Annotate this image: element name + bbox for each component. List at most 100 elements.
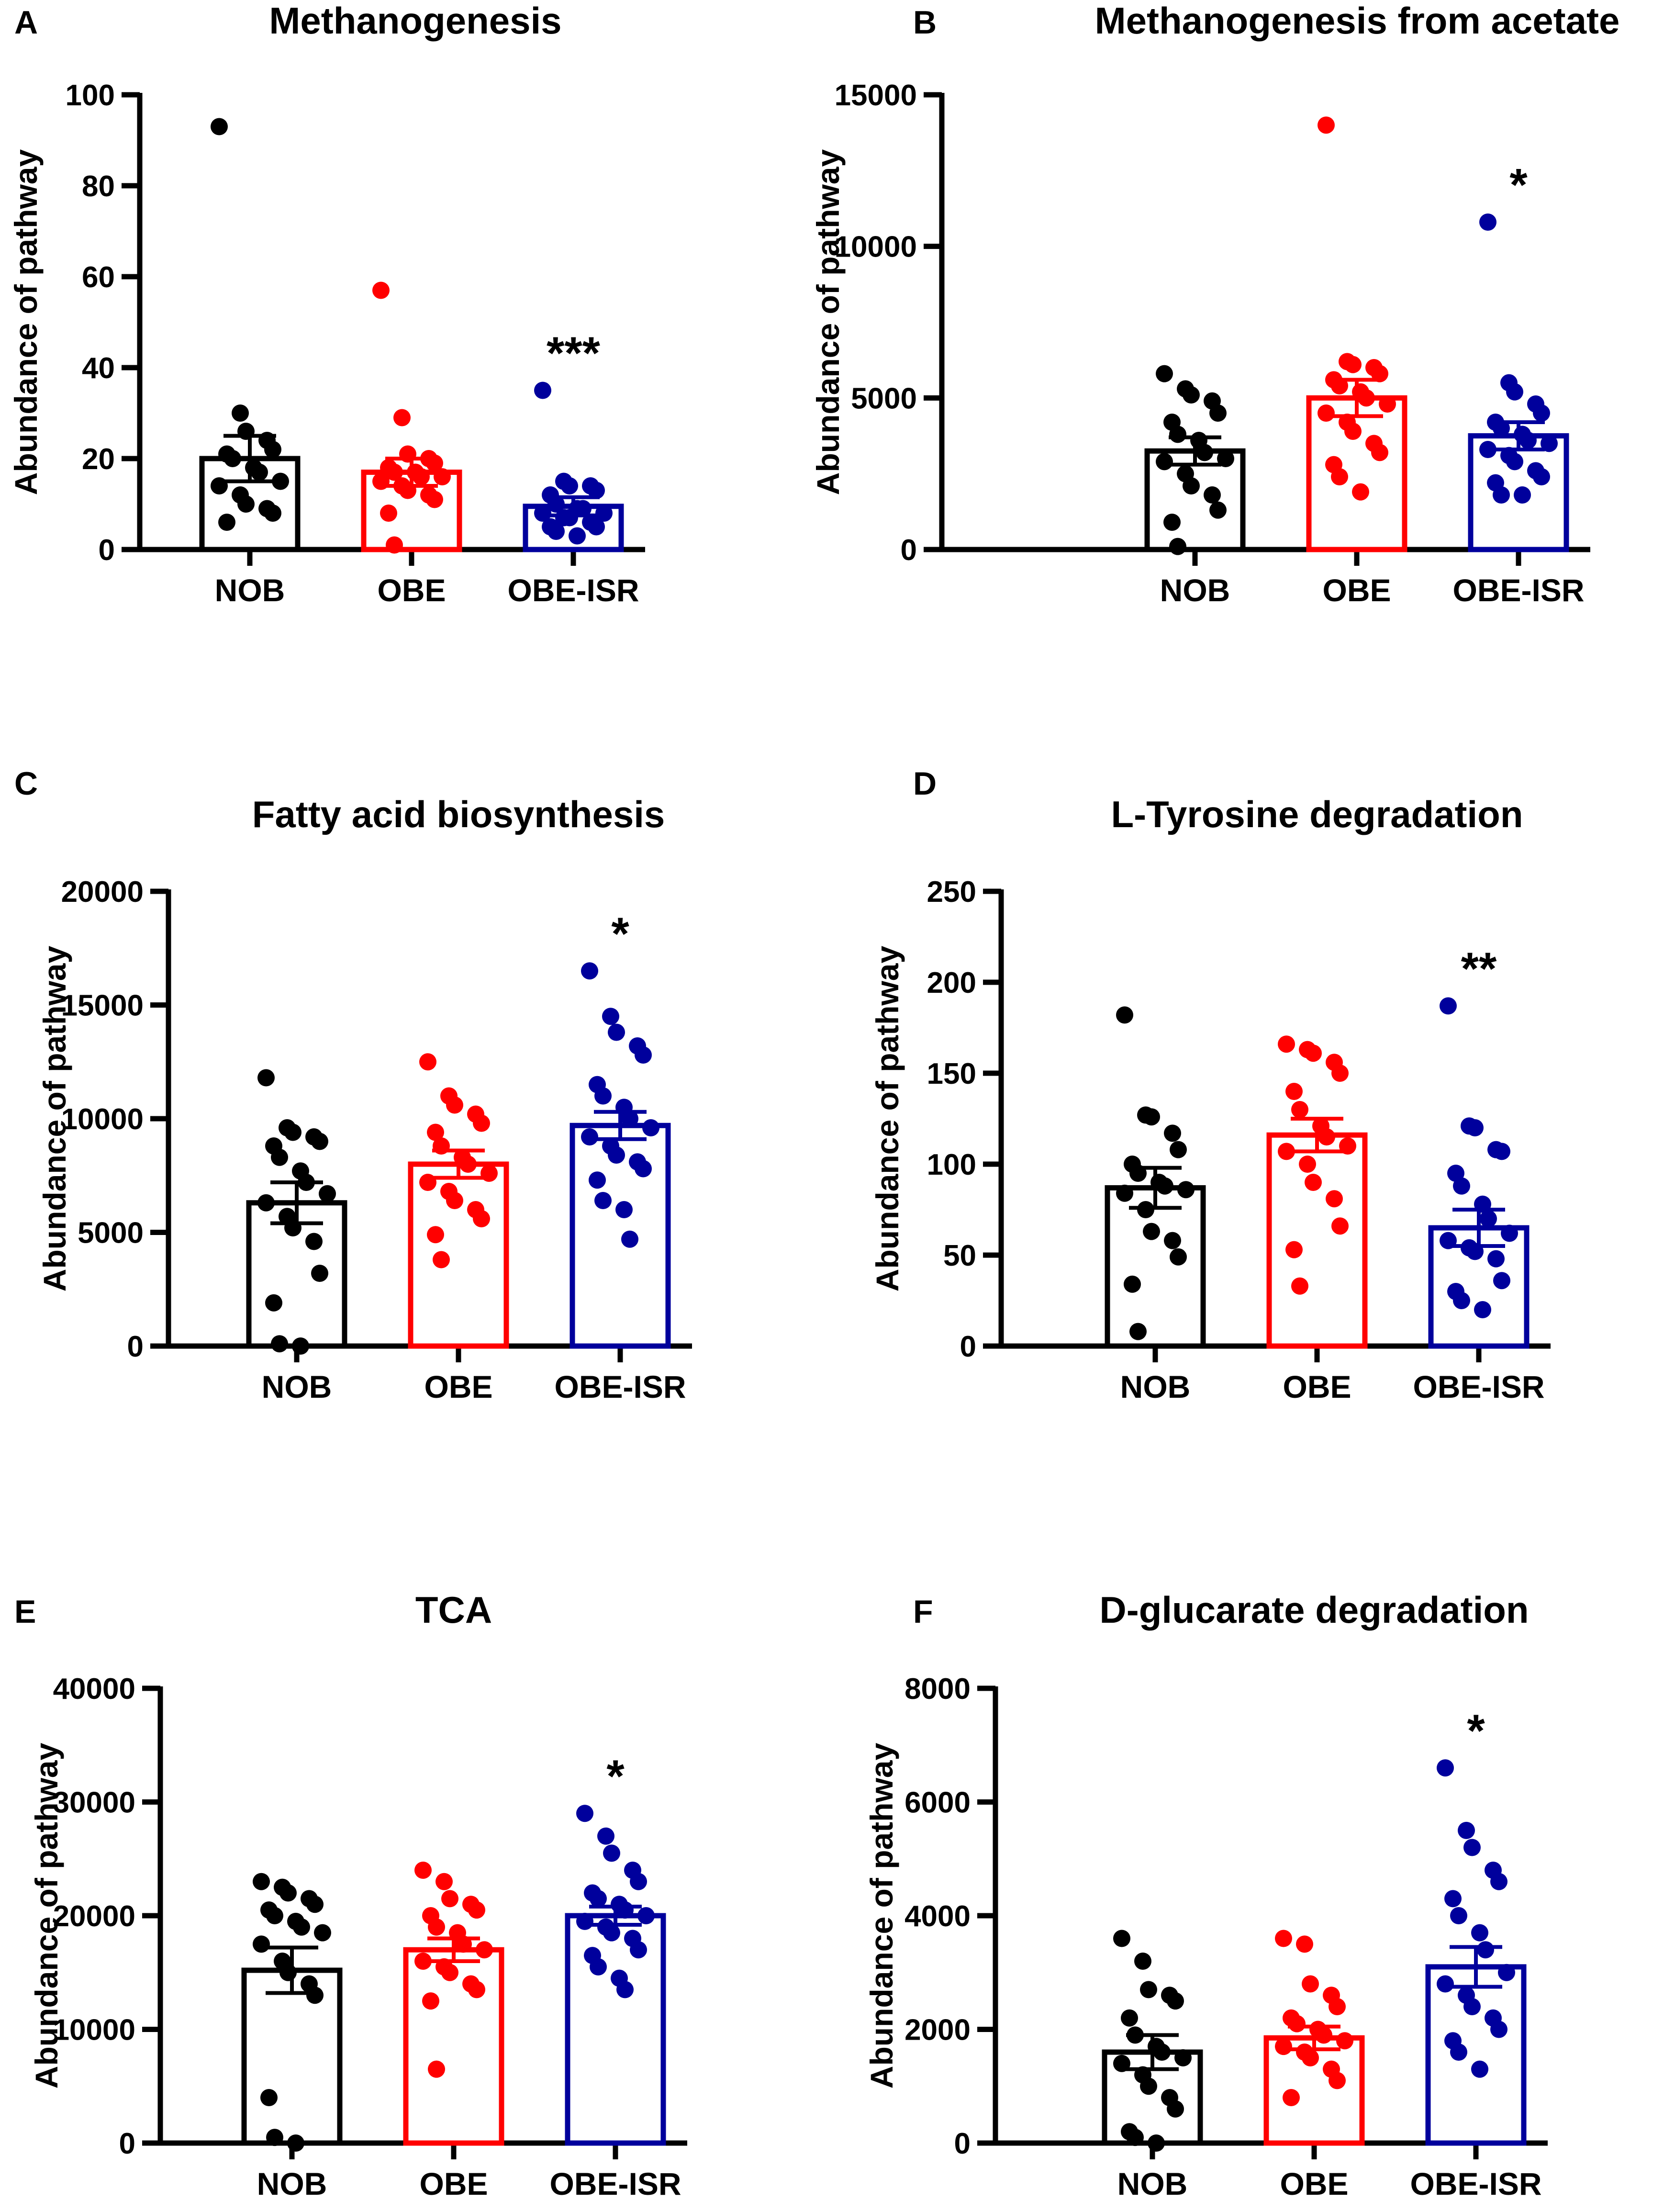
data-point [603,1844,620,1862]
data-point [271,1335,288,1353]
x-tick-label: OBE-ISR [1413,1369,1544,1404]
data-point [1164,1232,1181,1249]
data-point [1127,2129,1144,2146]
y-tick-label: 150 [927,1057,976,1090]
data-point [1209,404,1227,422]
data-point [218,514,235,531]
panel-letter: A [14,4,38,41]
chart-title: D-glucarate degradation [1099,1589,1529,1631]
data-point [597,1827,614,1845]
data-point [547,523,565,540]
group-obe: OBE [361,281,462,608]
data-point [272,472,289,490]
panel-c: C Fatty acid biosynthesis 0 5000 10000 15000 2… [14,765,692,1404]
data-point [468,1981,485,1999]
data-point [1315,2026,1332,2044]
data-point [616,1901,634,1919]
y-tick-label: 20000 [61,876,144,909]
data-point [1296,1935,1313,1953]
data-point [1331,1217,1349,1235]
data-point [386,536,403,554]
y-tick-label: 0 [960,1330,976,1363]
data-point [608,1023,625,1041]
significance-marker: *** [547,328,601,379]
data-point [1170,1248,1187,1266]
x-tick-label: OBE-ISR [554,1369,686,1404]
data-point [1288,2015,1306,2032]
data-point [427,1123,444,1141]
y-tick-label: 200 [927,966,976,999]
data-point [1493,486,1510,504]
data-point [1275,2038,1292,2055]
y-tick-label: 0 [127,1330,144,1363]
significance-marker: * [611,908,629,959]
y-axis-label: Abundance of pathway [810,149,846,495]
data-point [1453,1177,1470,1195]
y-tick-label: 5000 [78,1217,144,1250]
data-point [1450,2044,1467,2061]
data-point [1466,1119,1484,1136]
x-tick-label: OBE [1283,1369,1351,1404]
y-tick-label: 15000 [61,989,144,1022]
data-point [630,1941,647,1959]
data-point [608,1146,625,1164]
y-tick-label: 30000 [53,1786,135,1819]
data-point [237,495,255,513]
y-tick-label: 5000 [851,382,917,415]
data-point [266,2129,283,2146]
panel-letter: B [913,4,937,41]
data-point [1458,1821,1475,1839]
data-point [1163,514,1181,531]
data-point [1134,1953,1151,1970]
data-point [594,1192,612,1209]
y-tick-label: 0 [119,2127,135,2160]
group-obe: OBE [408,1053,509,1404]
data-point [287,2134,304,2152]
bar [1105,1185,1206,1349]
data-point [621,1230,638,1248]
data-point [561,477,578,494]
group-obe-isr: OBE-ISR * [1410,1705,1541,2201]
y-axis-label: Abundance of pathway [37,946,72,1292]
data-point [1291,1101,1308,1118]
data-point [311,1133,328,1150]
y-tick-label: 250 [927,876,976,909]
bar [565,1913,666,2146]
data-point [581,1128,598,1145]
data-point [1477,1941,1494,1959]
data-point [1177,1181,1195,1199]
data-point [1121,2009,1138,2027]
data-point [279,1884,297,1902]
y-axis-label: Abundance of pathway [8,149,44,495]
data-point [1514,486,1531,504]
data-point [1453,1292,1470,1309]
data-point [1167,1992,1184,2010]
data-point [1318,1128,1335,1145]
data-point [1437,1759,1454,1777]
data-point [1519,432,1537,449]
data-point [1506,383,1523,401]
data-point [1156,453,1173,471]
data-point [1318,116,1335,134]
data-point [224,450,241,467]
data-point [257,1194,275,1212]
panel-letter: D [913,765,937,802]
data-point [414,1862,432,1879]
data-point [1450,1907,1467,1924]
y-tick-label: 0 [901,534,917,567]
data-point [635,1046,652,1064]
data-point [637,1907,655,1924]
data-point [419,1053,436,1071]
x-tick-label: OBE [377,573,446,608]
data-point [211,118,228,135]
x-tick-label: NOB [1117,2166,1188,2201]
x-tick-label: NOB [262,1369,332,1404]
data-point [446,1192,463,1209]
group-nob: NOB [241,1873,343,2201]
x-tick-label: NOB [1160,573,1230,608]
data-point [1437,1975,1454,1993]
data-point [1113,1930,1130,1947]
data-point [1379,395,1396,413]
data-point [616,1981,634,1999]
data-point [1299,1156,1316,1173]
